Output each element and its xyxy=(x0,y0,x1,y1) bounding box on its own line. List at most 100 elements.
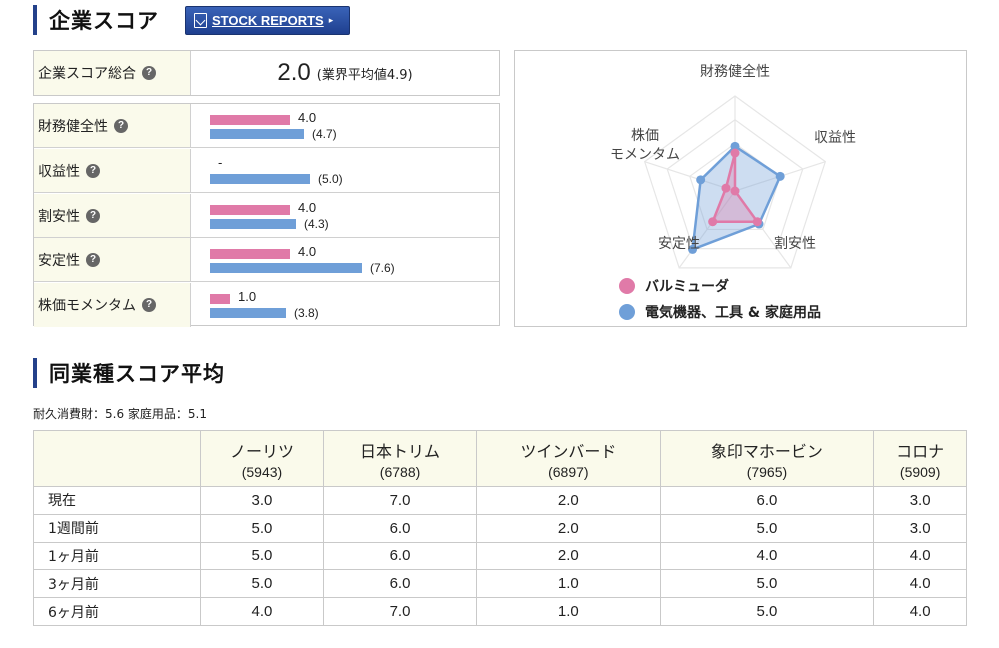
table-row: 3ヶ月前 5.0 6.0 1.0 5.0 4.0 xyxy=(33,569,967,599)
table-row: 現在 3.0 7.0 2.0 6.0 3.0 xyxy=(33,486,967,515)
score-cell: 6.0 xyxy=(659,486,875,515)
help-icon[interactable]: ? xyxy=(86,208,100,223)
radar-point-industry xyxy=(696,175,706,185)
radar-point-company xyxy=(730,148,740,158)
row-label: 1週間前 xyxy=(33,513,201,543)
metric-row-stability: 安定性? 4.0 (7.6) xyxy=(34,238,499,282)
score-cell: 5.0 xyxy=(659,569,875,599)
radar-chart-panel: 財務健全性 収益性 割安性 安定性 株価 モメンタム バルミューダ 電気機器、工… xyxy=(514,50,967,327)
metric-row-momentum: 株価モメンタム? 1.0 (3.8) xyxy=(34,283,499,327)
industry-value: (5.0) xyxy=(318,172,343,186)
score-cell: 1.0 xyxy=(476,597,661,626)
score-cell: 5.0 xyxy=(200,541,324,571)
row-label: 3ヶ月前 xyxy=(33,569,201,599)
company-bar xyxy=(210,294,230,304)
row-label: 現在 xyxy=(33,486,201,515)
peer-column-header[interactable]: ツインバード (6897) xyxy=(476,430,661,487)
industry-value: (4.7) xyxy=(312,127,337,141)
radar-point-company xyxy=(730,186,740,196)
score-cell: 5.0 xyxy=(659,513,875,543)
help-icon[interactable]: ? xyxy=(142,66,156,80)
metric-row-financial-health: 財務健全性? 4.0 (4.7) xyxy=(34,104,499,148)
table-row: 6ヶ月前 4.0 7.0 1.0 5.0 4.0 xyxy=(33,597,967,626)
peer-column-header[interactable]: 日本トリム (6788) xyxy=(322,430,478,487)
score-cell: 3.0 xyxy=(873,513,967,543)
total-score-value-cell: 2.0 (業界平均値4.9) xyxy=(191,51,499,95)
metric-row-undervaluation: 割安性? 4.0 (4.3) xyxy=(34,194,499,238)
radar-axis-line xyxy=(644,161,736,192)
score-cell: 7.0 xyxy=(322,597,478,626)
help-icon[interactable]: ? xyxy=(86,252,100,267)
score-cell: 4.0 xyxy=(873,541,967,571)
radar-point-company xyxy=(708,217,718,227)
table-header-row: ノーリツ (5943) 日本トリム (6788) ツインバード (6897) 象印マホ… xyxy=(33,430,967,487)
score-cell: 2.0 xyxy=(476,486,661,515)
industry-bar xyxy=(210,219,296,229)
metric-score-table: 財務健全性? 4.0 (4.7) 収益性? - (5.0) 割安性? 4.0 (… xyxy=(33,103,500,327)
score-cell: 6.0 xyxy=(322,541,478,571)
help-icon[interactable]: ? xyxy=(142,298,156,312)
industry-bar xyxy=(210,308,286,318)
row-label: 1ヶ月前 xyxy=(33,541,201,571)
metric-row-profitability: 収益性? - (5.0) xyxy=(34,149,499,193)
score-cell: 5.0 xyxy=(659,597,875,626)
score-cell: 2.0 xyxy=(476,513,661,543)
sector-average-text: 耐久消費財：5.6 家庭用品：5.1 xyxy=(33,407,207,421)
section-title-company-score: 企業スコア xyxy=(33,3,159,37)
peer-column-header[interactable]: ノーリツ (5943) xyxy=(200,430,324,487)
industry-bar xyxy=(210,174,310,184)
peer-column-header[interactable]: コロナ (5909) xyxy=(873,430,967,487)
score-cell: 4.0 xyxy=(200,597,324,626)
pdf-icon xyxy=(194,13,207,28)
section-title-peer-average: 同業種スコア平均 xyxy=(33,356,225,390)
table-corner-cell xyxy=(33,430,201,487)
score-cell: 5.0 xyxy=(200,569,324,599)
radar-chart xyxy=(643,95,827,269)
peer-comparison-table: ノーリツ (5943) 日本トリム (6788) ツインバード (6897) 象印マホ… xyxy=(33,430,967,626)
score-cell: 5.0 xyxy=(200,513,324,543)
metric-label: 割安性 xyxy=(38,208,80,225)
industry-value: (7.6) xyxy=(370,261,395,275)
total-score-label: 企業スコア総合 xyxy=(38,66,136,82)
radar-label-profitability: 収益性 xyxy=(814,130,856,146)
radar-point-company xyxy=(721,183,731,193)
stock-reports-button[interactable]: STOCK REPORTS ▸ xyxy=(185,6,350,35)
industry-value: (3.8) xyxy=(294,306,319,320)
radar-point-industry xyxy=(688,244,698,254)
industry-value: (4.3) xyxy=(304,217,329,231)
radar-grid-ring xyxy=(666,119,804,250)
company-value: 4.0 xyxy=(298,244,317,259)
radar-label-undervaluation: 割安性 xyxy=(774,236,816,252)
score-cell: 1.0 xyxy=(476,569,661,599)
page-title: 企業スコア xyxy=(49,9,159,33)
score-cell: 2.0 xyxy=(476,541,661,571)
company-bar xyxy=(210,249,290,259)
company-value: 1.0 xyxy=(238,289,257,304)
radar-point-company xyxy=(752,217,762,227)
title-accent-bar xyxy=(33,5,37,35)
metric-label: 株価モメンタム xyxy=(38,298,136,314)
help-icon[interactable]: ? xyxy=(114,118,128,133)
peer-section-title: 同業種スコア平均 xyxy=(49,362,225,386)
table-row: 1週間前 5.0 6.0 2.0 5.0 3.0 xyxy=(33,513,967,543)
stock-reports-label: STOCK REPORTS xyxy=(212,13,324,28)
metric-label: 安定性 xyxy=(38,252,80,269)
score-cell: 3.0 xyxy=(200,486,324,515)
score-cell: 7.0 xyxy=(322,486,478,515)
score-cell: 4.0 xyxy=(873,569,967,599)
radar-point-industry xyxy=(730,141,740,151)
help-icon[interactable]: ? xyxy=(86,163,100,178)
score-cell: 6.0 xyxy=(322,513,478,543)
arrow-right-icon: ▸ xyxy=(328,15,334,26)
legend-dot xyxy=(619,304,635,320)
legend-dot xyxy=(619,278,635,294)
radar-label-financial-health: 財務健全性 xyxy=(700,64,770,80)
peer-column-header[interactable]: 象印マホービン (7965) xyxy=(659,430,875,487)
total-score-label-cell: 企業スコア総合 ? xyxy=(34,51,191,95)
industry-bar xyxy=(210,129,304,139)
company-value: 4.0 xyxy=(298,200,317,215)
company-value: 4.0 xyxy=(298,110,317,125)
metric-label: 財務健全性 xyxy=(38,118,108,135)
row-label: 6ヶ月前 xyxy=(33,597,201,626)
radar-label-stability: 安定性 xyxy=(658,236,700,252)
